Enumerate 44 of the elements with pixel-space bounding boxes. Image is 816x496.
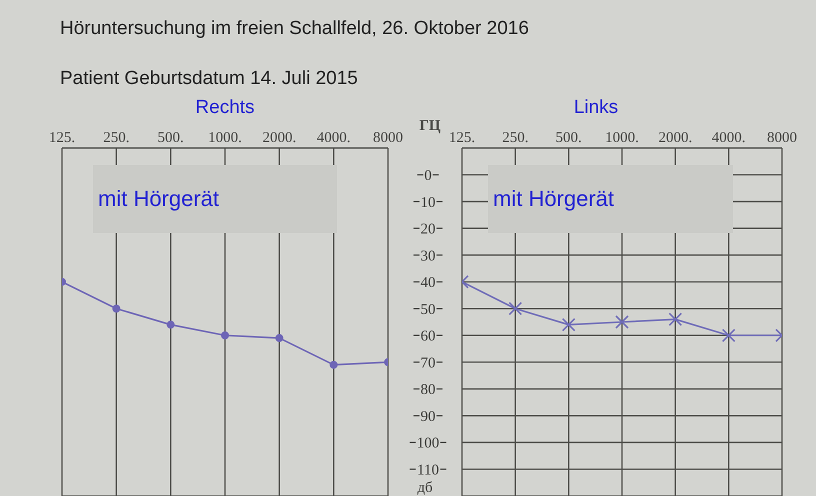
x-tick-label: 2000. [262, 130, 296, 146]
y-tick-label: 90 [420, 408, 436, 425]
y-tick-label: 70 [420, 355, 436, 372]
x-tick-label: 125. [48, 130, 76, 146]
x-tick-label: 8000 [767, 130, 797, 146]
chart-title: Rechts [195, 97, 255, 118]
point [166, 320, 175, 329]
point [221, 331, 229, 340]
point [112, 304, 120, 313]
x-tick-label: 1000. [208, 130, 242, 146]
y-tick-label: 10 [420, 194, 436, 211]
y-tick-label: 100 [416, 436, 440, 452]
x-tick-label: 4000. [316, 130, 351, 146]
point [668, 312, 682, 326]
y-tick-label: 110 [417, 462, 439, 478]
x-axis-title: ГЦ [419, 118, 441, 134]
y-tick-label: 30 [420, 248, 436, 264]
point [275, 334, 284, 342]
text: Patient Geburtsdatum 14. Juli 2015 [60, 68, 358, 89]
x-tick-label: 8000 [373, 130, 403, 146]
text: Höruntersuchung im freien Schallfeld, 26. Oktober 2016 [60, 18, 529, 39]
point [722, 328, 736, 342]
point [562, 318, 576, 332]
text: mit Hörgerät [493, 186, 614, 212]
y-tick-label: 60 [420, 328, 436, 345]
y-tick-label: 0 [424, 168, 432, 184]
point [330, 360, 338, 369]
point [508, 302, 522, 316]
x-tick-label: 125. [448, 130, 476, 146]
y-tick-label: 40 [420, 275, 436, 292]
y-tick-label: 50 [420, 302, 436, 318]
x-tick-label: 2000. [658, 130, 692, 146]
x-tick-label: 250. [103, 130, 130, 146]
x-tick-label: 1000. [605, 130, 639, 146]
x-tick-label: 500. [158, 130, 184, 146]
x-tick-label: 4000. [712, 130, 746, 146]
y-tick-label: 80 [420, 382, 436, 398]
y-axis-title: дб [417, 480, 433, 496]
y-tick-label: 20 [420, 222, 436, 238]
x-tick-label: 250. [502, 130, 528, 146]
x-tick-label: 500. [556, 130, 582, 146]
text: mit Hörgerät [98, 186, 220, 212]
chart-title: Links [574, 97, 618, 118]
point [615, 315, 629, 329]
